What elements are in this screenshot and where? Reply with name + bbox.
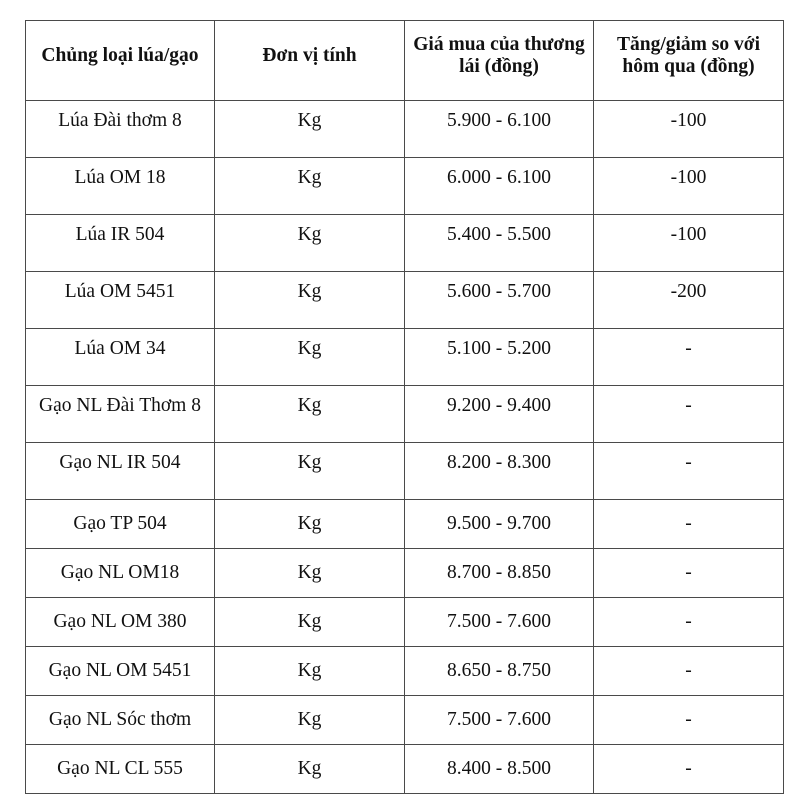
cell-rice-type: Lúa OM 18 [25, 157, 215, 215]
table-row: Lúa OM 5451 Kg 5.600 - 5.700 -200 [25, 271, 784, 329]
cell-unit: Kg [214, 548, 405, 598]
table-row: Gạo NL OM 5451 Kg 8.650 - 8.750- [25, 646, 784, 696]
cell-change: - [593, 695, 784, 745]
cell-price: 5.900 - 6.100 [404, 100, 594, 158]
cell-rice-type: Gạo TP 504 [25, 499, 215, 549]
table-row: Lúa Đài thơm 8 Kg 5.900 - 6.100 -100 [25, 100, 784, 158]
cell-price: 9.500 - 9.700 [404, 499, 594, 549]
cell-rice-type: Lúa Đài thơm 8 [25, 100, 215, 158]
cell-rice-type: Gạo NL OM 380 [25, 597, 215, 647]
cell-change: - [593, 385, 784, 443]
cell-unit: Kg [214, 100, 405, 158]
cell-change: - [593, 548, 784, 598]
cell-change: -200 [593, 271, 784, 329]
cell-price: 8.650 - 8.750 [404, 646, 594, 696]
header-rice-type: Chủng loại lúa/gạo [25, 20, 215, 101]
table-row: Gạo NL Đài Thơm 8 Kg 9.200 - 9.400- [25, 385, 784, 443]
cell-rice-type: Gạo NL CL 555 [25, 744, 215, 794]
table-body: Lúa Đài thơm 8 Kg 5.900 - 6.100 -100 Lúa OM … [25, 100, 784, 794]
table-row: Lúa IR 504 Kg 5.400 - 5.500 -100 [25, 214, 784, 272]
cell-unit: Kg [214, 214, 405, 272]
cell-rice-type: Gạo NL OM18 [25, 548, 215, 598]
cell-change: -100 [593, 100, 784, 158]
cell-unit: Kg [214, 646, 405, 696]
header-unit: Đơn vị tính [214, 20, 405, 101]
header-row: Chủng loại lúa/gạo Đơn vị tính Giá mua c… [25, 20, 784, 101]
cell-rice-type: Gạo NL IR 504 [25, 442, 215, 500]
cell-unit: Kg [214, 442, 405, 500]
cell-change: - [593, 499, 784, 549]
cell-change: - [593, 442, 784, 500]
table-row: Lúa OM 34 Kg 5.100 - 5.200- [25, 328, 784, 386]
cell-price: 7.500 - 7.600 [404, 695, 594, 745]
header-change: Tăng/giảm so với hôm qua (đồng) [593, 20, 784, 101]
cell-price: 5.400 - 5.500 [404, 214, 594, 272]
cell-unit: Kg [214, 271, 405, 329]
cell-price: 5.600 - 5.700 [404, 271, 594, 329]
table-row: Gạo NL OM 380 Kg 7.500 - 7.600- [25, 597, 784, 647]
table-row: Gạo NL CL 555 Kg 8.400 - 8.500- [25, 744, 784, 794]
cell-change: - [593, 646, 784, 696]
cell-price: 8.700 - 8.850 [404, 548, 594, 598]
cell-unit: Kg [214, 597, 405, 647]
cell-price: 6.000 - 6.100 [404, 157, 594, 215]
cell-rice-type: Gạo NL Đài Thơm 8 [25, 385, 215, 443]
table-row: Gạo NL Sóc thơm Kg 7.500 - 7.600- [25, 695, 784, 745]
table-row: Lúa OM 18 Kg 6.000 - 6.100 -100 [25, 157, 784, 215]
table-row: Gạo NL IR 504 Kg 8.200 - 8.300- [25, 442, 784, 500]
cell-price: 8.200 - 8.300 [404, 442, 594, 500]
cell-unit: Kg [214, 695, 405, 745]
cell-change: - [593, 328, 784, 386]
cell-unit: Kg [214, 499, 405, 549]
cell-rice-type: Lúa OM 5451 [25, 271, 215, 329]
cell-rice-type: Lúa OM 34 [25, 328, 215, 386]
cell-change: - [593, 744, 784, 794]
cell-unit: Kg [214, 385, 405, 443]
cell-price: 8.400 - 8.500 [404, 744, 594, 794]
table-row: Gạo NL OM18 Kg 8.700 - 8.850- [25, 548, 784, 598]
cell-unit: Kg [214, 157, 405, 215]
cell-change: -100 [593, 214, 784, 272]
cell-change: - [593, 597, 784, 647]
header-trader-price: Giá mua của thương lái (đồng) [404, 20, 594, 101]
cell-change: -100 [593, 157, 784, 215]
cell-rice-type: Gạo NL OM 5451 [25, 646, 215, 696]
rice-price-table: Chủng loại lúa/gạo Đơn vị tính Giá mua c… [25, 20, 784, 794]
cell-unit: Kg [214, 328, 405, 386]
cell-price: 7.500 - 7.600 [404, 597, 594, 647]
cell-price: 9.200 - 9.400 [404, 385, 594, 443]
cell-rice-type: Lúa IR 504 [25, 214, 215, 272]
cell-unit: Kg [214, 744, 405, 794]
table-row: Gạo TP 504 Kg 9.500 - 9.700- [25, 499, 784, 549]
cell-price: 5.100 - 5.200 [404, 328, 594, 386]
cell-rice-type: Gạo NL Sóc thơm [25, 695, 215, 745]
